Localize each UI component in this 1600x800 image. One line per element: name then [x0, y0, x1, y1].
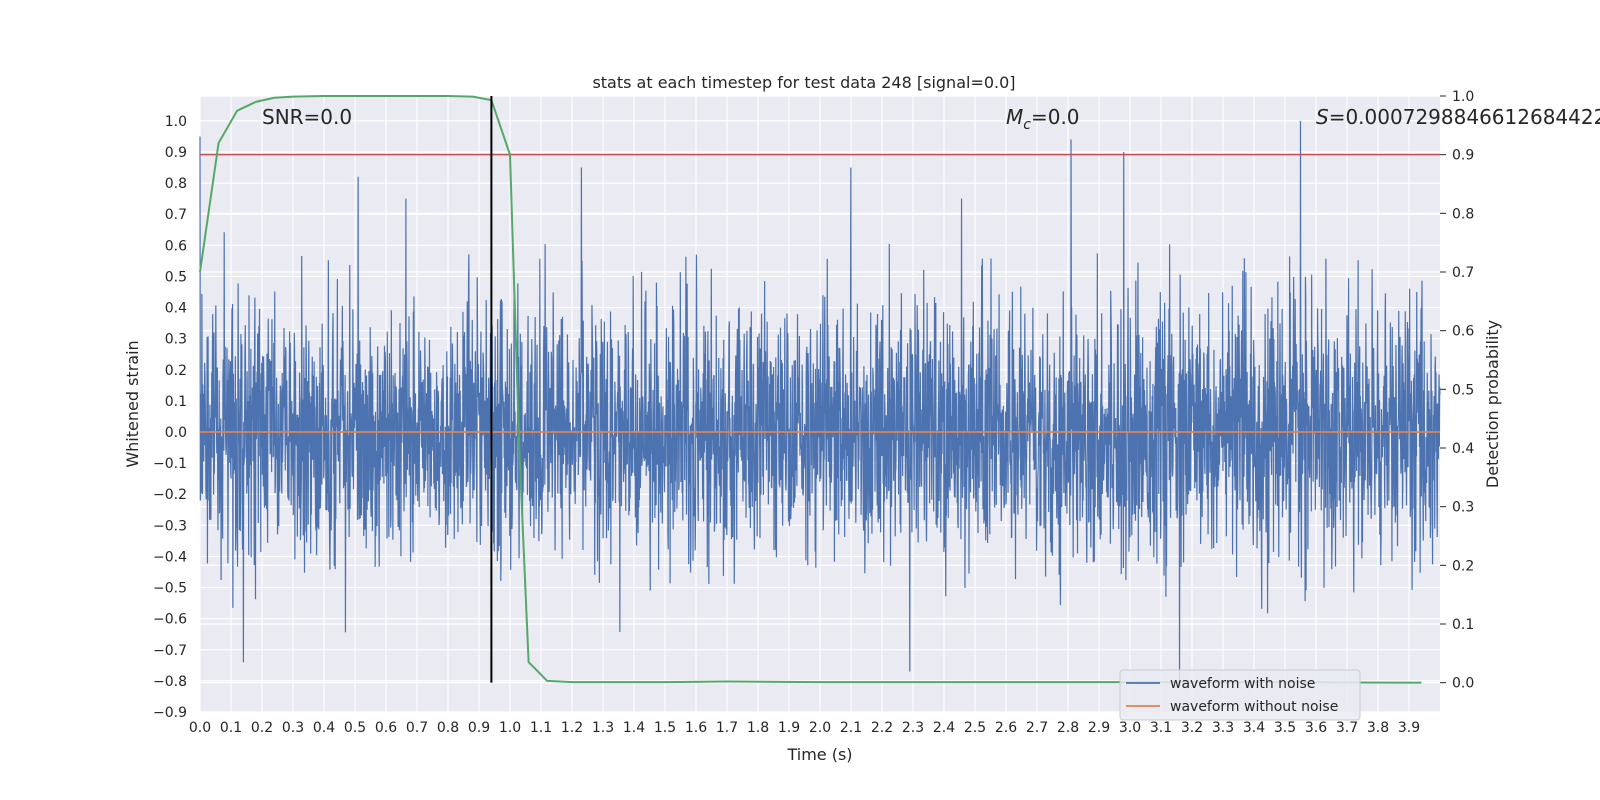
- y-tick-label: 0.4: [165, 301, 187, 317]
- x-tick-label: 1.6: [685, 720, 707, 736]
- y2-tick-label: 0.5: [1452, 382, 1474, 398]
- x-axis-label: Time (s): [786, 745, 852, 764]
- y-tick-label: 0.5: [165, 269, 187, 285]
- s-annotation: S=0.0007298846612684422: [1316, 105, 1600, 129]
- y-tick-label: −0.6: [153, 612, 187, 628]
- x-tick-label: 0.3: [282, 720, 304, 736]
- x-tick-label: 1.8: [747, 720, 769, 736]
- x-tick-label: 2.1: [840, 720, 862, 736]
- y-tick-label: 0.1: [165, 394, 187, 410]
- y-tick-label: −0.8: [153, 674, 187, 690]
- x-tick-label: 2.5: [964, 720, 986, 736]
- series-detection-probability: [199, 95, 1422, 684]
- mc-subscript: c: [1023, 117, 1031, 133]
- y-tick-label: 0.0: [165, 425, 187, 441]
- snr-annotation: SNR=0.0: [262, 105, 352, 129]
- x-tick-label: 2.4: [933, 720, 955, 736]
- y2-tick-label: 0.9: [1452, 148, 1474, 164]
- y-tick-label: −0.7: [153, 643, 187, 659]
- y-tick-label: 0.6: [165, 238, 187, 254]
- x-tick-label: 2.6: [995, 720, 1017, 736]
- s-symbol: S: [1316, 105, 1329, 129]
- y-tick-label: 0.7: [165, 207, 187, 223]
- x-tick-label: 2.7: [1026, 720, 1048, 736]
- y-tick-label: −0.1: [153, 456, 187, 472]
- mc-annotation: Mc=0.0: [1006, 105, 1080, 133]
- probability-line: [199, 95, 1422, 684]
- x-tick-label: 1.7: [716, 720, 738, 736]
- y-tick-label: 0.8: [165, 176, 187, 192]
- x-axis-ticks: 0.0 0.1 0.2 0.3 0.4 0.5 0.6 0.7 0.8 0.9 1.0 1.1 1.2 1…: [189, 720, 1420, 736]
- mc-symbol: M: [1006, 105, 1023, 129]
- x-tick-label: 3.3: [1212, 720, 1234, 736]
- x-tick-label: 0.6: [375, 720, 397, 736]
- x-tick-label: 3.5: [1274, 720, 1296, 736]
- chart-title: stats at each timestep for test data 248…: [592, 73, 1015, 92]
- x-tick-label: 3.1: [1150, 720, 1172, 736]
- y2-tick-label: 0.0: [1452, 676, 1474, 692]
- x-tick-label: 0.9: [468, 720, 490, 736]
- y-tick-label: 0.2: [165, 363, 187, 379]
- x-tick-label: 2.2: [871, 720, 893, 736]
- x-tick-label: 3.0: [1119, 720, 1141, 736]
- x-tick-label: 1.0: [499, 720, 521, 736]
- x-tick-label: 1.4: [623, 720, 645, 736]
- legend-label-noise: waveform with noise: [1170, 676, 1315, 692]
- y-tick-label: 0.3: [165, 332, 187, 348]
- y-tick-label: −0.5: [153, 581, 187, 597]
- y2-tick-label: 0.2: [1452, 558, 1474, 574]
- x-tick-label: 0.7: [406, 720, 428, 736]
- x-tick-label: 3.2: [1181, 720, 1203, 736]
- x-tick-label: 0.2: [251, 720, 273, 736]
- y2-axis-ticks: 1.0 0.9 0.8 0.7 0.6 0.5 0.4 0.3 0.2 0.1 0.0: [1440, 89, 1474, 692]
- legend: waveform with noise waveform without noi…: [1119, 669, 1361, 721]
- x-tick-label: 3.8: [1367, 720, 1389, 736]
- x-tick-label: 0.1: [220, 720, 242, 736]
- y2-tick-label: 0.8: [1452, 206, 1474, 222]
- x-tick-label: 1.2: [561, 720, 583, 736]
- x-tick-label: 1.5: [654, 720, 676, 736]
- y-tick-label: 1.0: [165, 114, 187, 130]
- x-tick-label: 3.7: [1336, 720, 1358, 736]
- y2-tick-label: 0.6: [1452, 324, 1474, 340]
- x-tick-label: 3.9: [1398, 720, 1420, 736]
- y2-axis-label: Detection probability: [1483, 320, 1502, 488]
- y-tick-label: −0.4: [153, 549, 187, 565]
- y2-tick-label: 0.3: [1452, 500, 1474, 516]
- x-tick-label: 0.5: [344, 720, 366, 736]
- mc-value: =0.0: [1031, 105, 1080, 129]
- x-tick-label: 2.3: [902, 720, 924, 736]
- x-tick-label: 1.1: [530, 720, 552, 736]
- noise-waveform-line: [199, 120, 1441, 688]
- y2-tick-label: 0.1: [1452, 617, 1474, 633]
- y-axis-ticks: 1.0 0.9 0.8 0.7 0.6 0.5 0.4 0.3 0.2 0.1 0.0 −0.1 −0.…: [153, 114, 187, 721]
- y2-tick-label: 0.7: [1452, 265, 1474, 281]
- y-tick-label: −0.3: [153, 518, 187, 534]
- series-waveform-with-noise: [199, 120, 1441, 688]
- x-tick-label: 0.4: [313, 720, 335, 736]
- y-tick-label: 0.9: [165, 145, 187, 161]
- x-tick-label: 2.9: [1088, 720, 1110, 736]
- x-tick-label: 1.9: [778, 720, 800, 736]
- s-value: =0.0007298846612684422: [1329, 105, 1600, 129]
- y-axis-label: Whitened strain: [123, 340, 142, 467]
- legend-label-clean: waveform without noise: [1170, 699, 1338, 715]
- legend-box: [1119, 669, 1361, 721]
- x-tick-label: 2.0: [809, 720, 831, 736]
- x-tick-label: 1.3: [592, 720, 614, 736]
- x-tick-label: 2.8: [1057, 720, 1079, 736]
- x-tick-label: 3.6: [1305, 720, 1327, 736]
- y2-tick-label: 0.4: [1452, 441, 1474, 457]
- x-tick-label: 0.8: [437, 720, 459, 736]
- x-tick-label: 0.0: [189, 720, 211, 736]
- y-tick-label: −0.2: [153, 487, 187, 503]
- y2-tick-label: 1.0: [1452, 89, 1474, 105]
- y-tick-label: −0.9: [153, 705, 187, 721]
- x-tick-label: 3.4: [1243, 720, 1265, 736]
